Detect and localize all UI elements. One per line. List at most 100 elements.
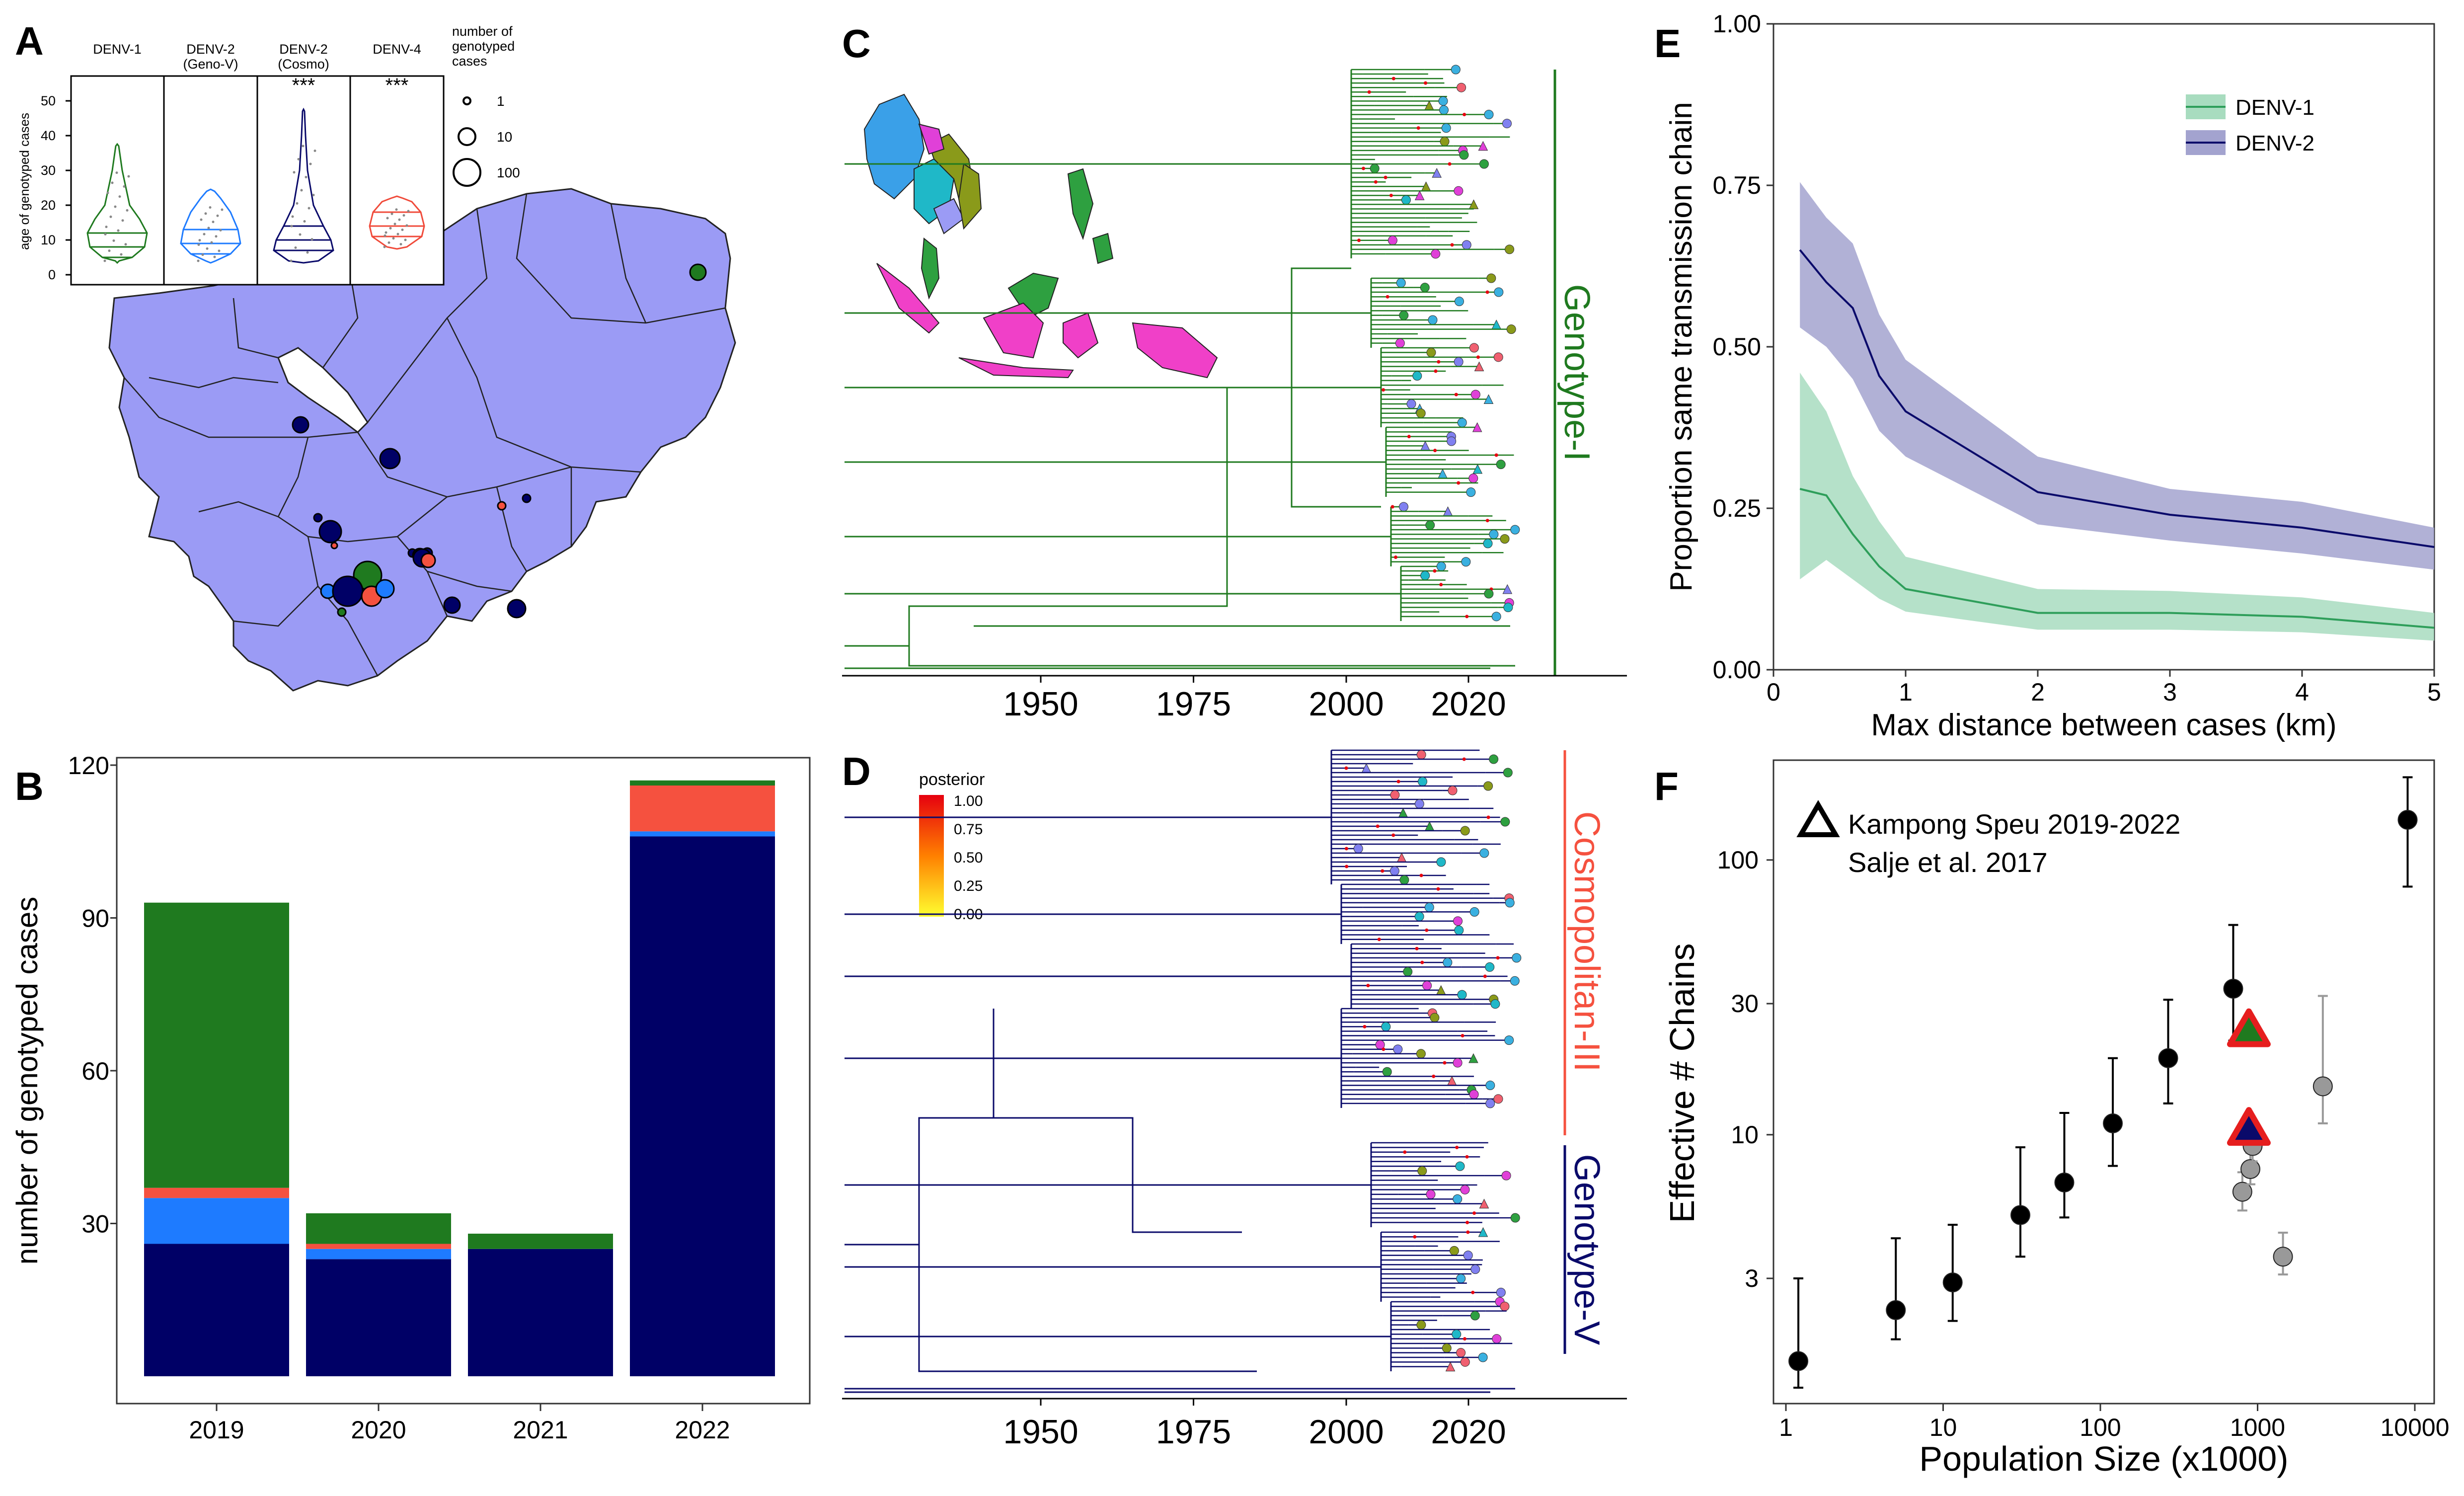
bar-segment <box>144 902 289 1188</box>
tip-point <box>1412 371 1422 381</box>
posterior-node <box>1415 946 1419 950</box>
significance-mark: *** <box>292 75 315 96</box>
jitter-point <box>303 220 306 223</box>
tip-point <box>1416 408 1426 418</box>
posterior-node <box>1344 766 1348 770</box>
tip-point <box>1503 603 1513 612</box>
tip-point <box>1468 473 1478 483</box>
posterior-node <box>1424 81 1428 85</box>
tip-point <box>1483 781 1493 791</box>
jitter-point <box>392 237 395 240</box>
tip-point <box>1451 65 1461 75</box>
tip-point <box>1454 186 1463 196</box>
bar-segment <box>630 831 775 837</box>
confidence-band <box>1800 182 2434 570</box>
tip-point <box>1496 460 1506 470</box>
f-axes: 1 10 100 1000 10000 3 10 30 100 <box>1717 846 2450 1441</box>
jitter-point <box>213 255 216 258</box>
jitter-point <box>204 212 207 215</box>
posterior-node <box>1454 393 1458 396</box>
panel-d-letter: D <box>842 749 871 793</box>
tip-point <box>1466 487 1476 497</box>
jitter-point <box>103 259 106 262</box>
size-legend-circle <box>462 96 471 105</box>
posterior-node <box>1437 360 1441 364</box>
violin-y-tick: 50 <box>41 93 56 108</box>
b-axes: 2019 2020 2021 2022 30 60 90 120 <box>68 752 730 1444</box>
posterior-node <box>1416 126 1420 130</box>
e-plot <box>1799 182 2435 641</box>
series-line <box>1799 249 2435 548</box>
tip-point <box>1452 1329 1462 1339</box>
tip-point <box>1426 347 1436 357</box>
tip-point <box>1504 1035 1514 1045</box>
jitter-point <box>121 219 124 222</box>
x-tick-label: 1950 <box>1003 685 1078 723</box>
panel-c: C Genotype-I 1950 1975 2000 2020 <box>842 21 1627 723</box>
posterior-node <box>1465 1155 1469 1159</box>
tonle-sap <box>277 347 369 433</box>
tip-point <box>1353 844 1363 854</box>
phylogeny-d <box>845 749 1522 1393</box>
bar-segment <box>144 1198 289 1244</box>
posterior-node <box>1494 453 1498 457</box>
tip-point <box>1457 82 1466 92</box>
tip-point <box>1493 352 1503 362</box>
tip-point <box>1440 137 1450 147</box>
tip-point <box>1492 1334 1502 1344</box>
data-point <box>2240 1159 2261 1179</box>
tip-point <box>1454 357 1463 367</box>
x-tick-label: 1950 <box>1003 1413 1078 1451</box>
triangle-point <box>2227 1107 2271 1146</box>
tip-point <box>1453 1058 1463 1068</box>
violin-y-tick: 10 <box>41 233 56 247</box>
panel-a: A <box>15 19 736 692</box>
jitter-point <box>306 251 309 254</box>
tip-point <box>1462 240 1471 250</box>
violin-shape <box>180 188 241 264</box>
jitter-point <box>387 241 390 244</box>
branch <box>908 646 1515 667</box>
tip-point <box>1510 525 1520 535</box>
posterior-node <box>1367 90 1371 94</box>
tip-point <box>1454 925 1464 935</box>
posterior-node <box>1462 757 1466 761</box>
tip-point <box>1469 343 1479 353</box>
jitter-point <box>290 259 293 262</box>
jitter-point <box>210 241 213 244</box>
panel-b: B 2019 2020 2021 2022 30 60 90 120 number of ge… <box>10 752 811 1444</box>
posterior-node <box>1461 1034 1464 1038</box>
violin-title: (Cosmo) <box>278 57 329 72</box>
size-legend-label: 10 <box>497 129 512 145</box>
posterior-node <box>1471 1290 1475 1294</box>
size-legend-title: cases <box>452 54 487 69</box>
bar-segment <box>306 1259 451 1376</box>
branch <box>1291 388 1381 508</box>
branch <box>1227 267 1351 389</box>
posterior-node <box>1345 865 1349 868</box>
tip-point <box>1460 826 1470 836</box>
tip-point <box>1457 990 1467 1000</box>
jitter-point <box>312 194 315 197</box>
jitter-point <box>105 226 108 229</box>
x-axis-label: Max distance between cases (km) <box>1871 708 2336 742</box>
y-tick-label: 0.00 <box>1713 656 1761 684</box>
tip-point <box>1500 1301 1510 1311</box>
posterior-node <box>1391 833 1395 837</box>
bubble <box>420 552 436 568</box>
posterior-node <box>1483 974 1487 978</box>
tip-point <box>1485 962 1495 972</box>
significance-mark: *** <box>385 75 409 96</box>
size-legend-circle <box>453 158 481 187</box>
tip-point <box>1456 1273 1466 1283</box>
posterior-node <box>1386 295 1389 299</box>
bar-segment <box>630 786 775 832</box>
tip-point <box>1438 96 1448 106</box>
jitter-point <box>294 246 297 249</box>
jitter-point <box>221 208 224 211</box>
tip-point <box>1503 768 1513 778</box>
posterior-tick-label: 1.00 <box>954 793 983 809</box>
legend-triangle-icon <box>1796 800 1840 837</box>
bars <box>144 780 775 1376</box>
y-axis-label: Proportion same transmission chain <box>1664 102 1698 592</box>
